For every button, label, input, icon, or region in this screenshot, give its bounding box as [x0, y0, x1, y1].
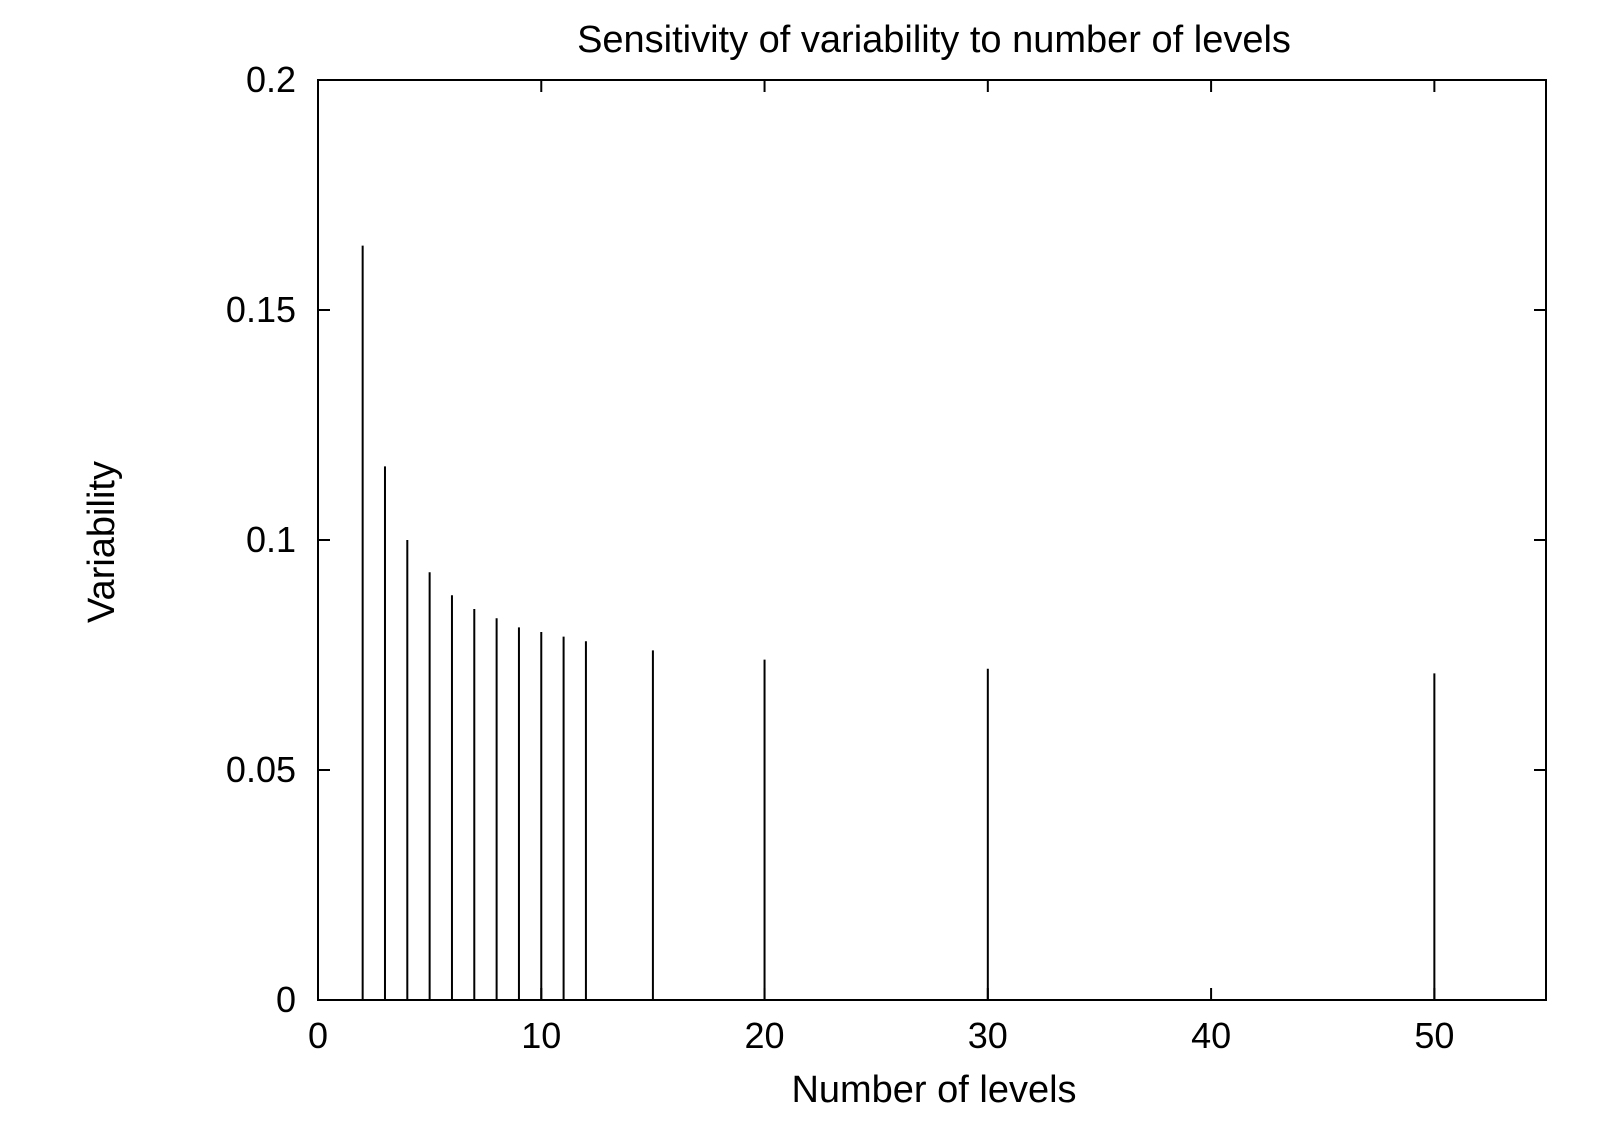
- x-tick-label: 20: [745, 1015, 785, 1056]
- chart-title: Sensitivity of variability to number of …: [577, 19, 1291, 61]
- x-axis-label: Number of levels: [791, 1069, 1076, 1111]
- x-tick-label: 40: [1191, 1015, 1231, 1056]
- bars: [361, 245, 1436, 1000]
- y-tick-label: 0: [276, 979, 296, 1020]
- plot-frame: [317, 79, 1547, 1001]
- y-tick-label: 0.1: [246, 519, 296, 560]
- y-tick-label: 0.15: [226, 289, 296, 330]
- y-axis-label: Variability: [81, 461, 123, 623]
- y-axis-ticks: 0 0.05 0.1 0.15 0.2: [226, 59, 1546, 1020]
- x-tick-label: 0: [308, 1015, 328, 1056]
- x-tick-label: 10: [521, 1015, 561, 1056]
- x-axis-ticks: 0 10 20 30 40 50: [308, 80, 1454, 1056]
- y-tick-label: 0.05: [226, 749, 296, 790]
- x-tick-label: 30: [968, 1015, 1008, 1056]
- x-tick-label: 50: [1414, 1015, 1454, 1056]
- y-tick-label: 0.2: [246, 59, 296, 100]
